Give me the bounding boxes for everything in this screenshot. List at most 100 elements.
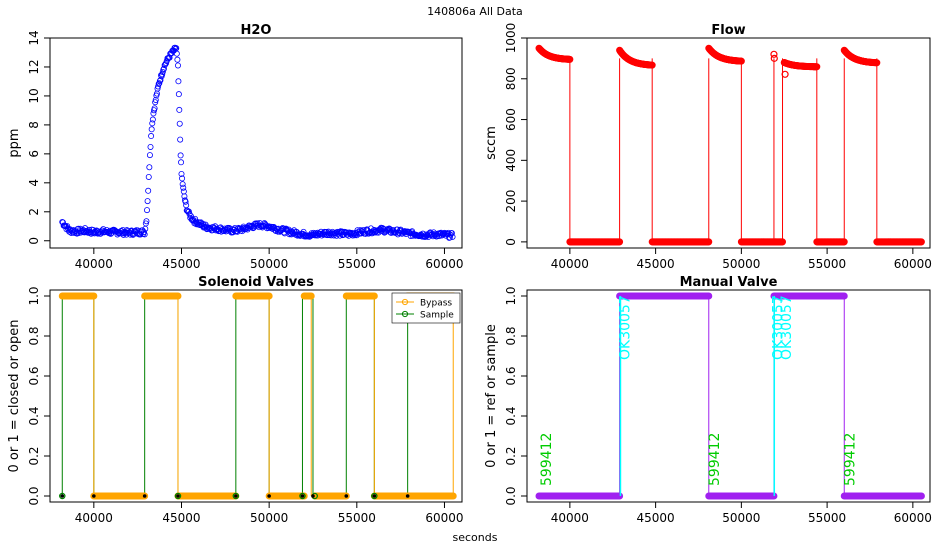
data-point xyxy=(179,175,186,182)
y-tick-label: 1.0 xyxy=(504,286,518,305)
data-point xyxy=(147,143,154,150)
data-point xyxy=(770,50,778,58)
data-point xyxy=(779,238,787,246)
y-tick-label: 0.2 xyxy=(27,446,41,465)
plot-area xyxy=(535,44,925,246)
data-point xyxy=(187,213,194,220)
data-point xyxy=(648,61,656,69)
y-tick-label: 14 xyxy=(27,30,41,45)
y-tick-label: 200 xyxy=(504,190,518,213)
data-point xyxy=(174,62,181,69)
chart-title: Solenoid Valves xyxy=(198,275,314,290)
data-point xyxy=(159,68,166,75)
data-point xyxy=(566,55,574,63)
data-point xyxy=(181,193,188,200)
data-point xyxy=(177,152,184,159)
data-point xyxy=(737,57,745,65)
data-point xyxy=(173,50,180,57)
data-point xyxy=(917,238,925,246)
legend-swatch-marker xyxy=(401,310,409,318)
data-point xyxy=(156,80,163,87)
annotation-label: OK30057 xyxy=(770,295,786,360)
annotation-label: OK30057 xyxy=(779,295,795,360)
data-point xyxy=(174,56,181,63)
data-point xyxy=(176,106,183,113)
y-tick-label: 0.6 xyxy=(504,366,518,385)
y-tick-label: 1.0 xyxy=(27,286,41,305)
data-point xyxy=(152,99,159,106)
sample-marker xyxy=(344,494,349,498)
sample-point xyxy=(371,492,378,500)
data-point xyxy=(449,233,456,240)
x-tick-label: 40000 xyxy=(75,511,113,525)
data-point xyxy=(396,229,403,236)
data-point xyxy=(162,61,169,68)
x-tick-label: 60000 xyxy=(894,257,932,271)
y-tick-label: 2 xyxy=(27,208,41,216)
y-tick-label: 10 xyxy=(27,88,41,103)
data-point xyxy=(365,230,372,237)
x-tick-label: 50000 xyxy=(250,511,288,525)
sample-marker xyxy=(142,494,147,498)
y-axis-label: 0 or 1 = ref or sample xyxy=(484,324,499,468)
chart-title: Manual Valve xyxy=(680,275,778,290)
data-point xyxy=(840,238,848,246)
sample-marker xyxy=(300,494,305,498)
chart-title: Flow xyxy=(711,23,745,38)
data-point xyxy=(178,159,185,166)
x-tick-label: 55000 xyxy=(808,257,846,271)
annotation-label: 599412 xyxy=(842,433,858,486)
data-point xyxy=(179,181,186,188)
figure-title: 140806a All Data xyxy=(427,5,523,18)
x-tick-label: 45000 xyxy=(162,511,200,525)
x-tick-label: 40000 xyxy=(551,257,589,271)
x-tick-label: 55000 xyxy=(338,511,376,525)
legend-entry: Bypass xyxy=(420,299,452,309)
data-point xyxy=(143,218,150,225)
y-tick-label: 0.0 xyxy=(504,486,518,505)
x-tick-label: 60000 xyxy=(894,511,932,525)
data-point xyxy=(144,198,151,205)
y-tick-label: 0.4 xyxy=(504,406,518,425)
data-point xyxy=(158,72,165,79)
plot-area xyxy=(59,44,456,241)
panel-h2o: H2O ppm 40000 45000 50000 55000 60000 0 2 4 6 8 10 12… xyxy=(7,23,464,271)
y-tick-label: 6 xyxy=(27,150,41,158)
sample-marker xyxy=(311,494,315,498)
plot-frame xyxy=(526,289,931,503)
annotation-label: 599412 xyxy=(707,433,723,486)
x-tick-label: 50000 xyxy=(722,257,760,271)
figure-xlabel: seconds xyxy=(453,531,498,544)
y-tick-label: 0.6 xyxy=(27,366,41,385)
sample-point xyxy=(299,492,306,500)
data-point xyxy=(182,198,189,205)
data-point xyxy=(145,187,152,194)
annotation-label: OK30057 xyxy=(618,295,634,360)
y-tick-label: 600 xyxy=(504,108,518,131)
data-point xyxy=(175,78,182,85)
plot-frame xyxy=(49,289,463,503)
x-tick-label: 45000 xyxy=(162,257,200,271)
y-tick-label: 12 xyxy=(27,59,41,74)
plot-frame xyxy=(526,37,931,249)
y-axis-label: sccm xyxy=(484,126,499,160)
data-point xyxy=(175,91,182,98)
data-point xyxy=(781,70,789,78)
y-axis-label: ppm xyxy=(7,128,22,157)
data-point xyxy=(279,225,286,232)
data-point xyxy=(155,80,162,87)
y-tick-label: 0.2 xyxy=(504,446,518,465)
data-point xyxy=(160,65,167,72)
x-tick-label: 50000 xyxy=(250,257,288,271)
data-point xyxy=(151,105,158,112)
legend-swatch-marker xyxy=(401,298,409,306)
y-tick-label: 0.8 xyxy=(27,326,41,345)
panel-manual-valve: Manual Valve 0 or 1 = ref or sample 40000 4… xyxy=(484,275,932,525)
sample-marker xyxy=(405,494,410,498)
sample-marker xyxy=(176,494,180,498)
data-point xyxy=(616,238,624,246)
annotation-label: 599412 xyxy=(539,433,555,486)
data-point xyxy=(149,120,156,127)
x-tick-label: 55000 xyxy=(808,511,846,525)
